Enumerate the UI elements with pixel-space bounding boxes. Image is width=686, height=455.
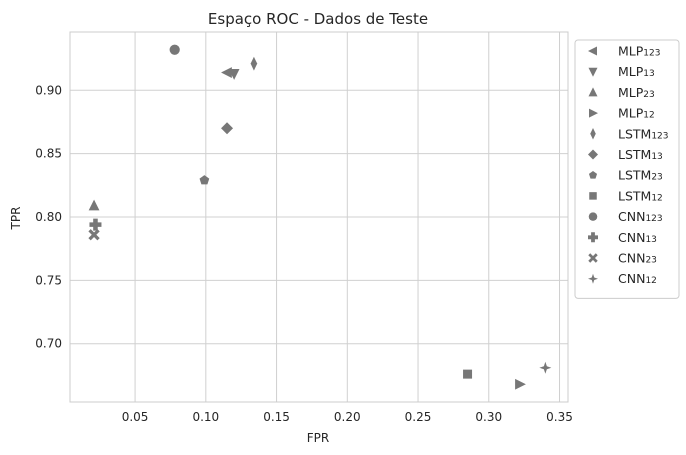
- point-cnn-23: [88, 229, 100, 241]
- legend-marker-mlp-12: [589, 108, 598, 118]
- x-tick-label: 0.25: [405, 410, 432, 424]
- point-mlp-13: [228, 69, 240, 80]
- legend-label-mlp-12: MLP12: [618, 106, 655, 121]
- legend-label-mlp-13: MLP13: [618, 64, 655, 79]
- x-axis-label: FPR: [307, 431, 329, 445]
- legend-marker-lstm-23: [588, 170, 598, 179]
- legend-label-cnn-23: CNN23: [618, 251, 657, 266]
- legend-label-cnn-123: CNN123: [618, 209, 663, 224]
- legend-marker-mlp-123: [588, 46, 597, 56]
- point-lstm-123: [250, 56, 258, 71]
- legend-label-lstm-23: LSTM23: [618, 168, 663, 183]
- y-tick-label: 0.85: [35, 147, 62, 161]
- legend-label-lstm-12: LSTM12: [618, 188, 663, 203]
- x-tick-label: 0.20: [334, 410, 361, 424]
- plot-area: 0.05 0.10 0.15 0.20 0.25 0.30 0.35 0.70 0.75 0.80…: [35, 31, 573, 424]
- point-cnn-13: [89, 218, 102, 231]
- legend-marker-lstm-13: [588, 149, 598, 160]
- legend-label-lstm-123: LSTM123: [618, 126, 669, 141]
- x-tick-label: 0.10: [192, 410, 219, 424]
- chart-title: Espaço ROC - Dados de Teste: [208, 10, 428, 28]
- x-tick-label: 0.05: [122, 410, 149, 424]
- point-mlp-23: [88, 199, 100, 211]
- legend-marker-mlp-23: [588, 87, 598, 97]
- point-lstm-23: [199, 175, 210, 185]
- y-tick-label: 0.70: [35, 337, 62, 351]
- legend-marker-cnn-13: [588, 232, 598, 243]
- legend-marker-cnn-12: [588, 273, 598, 284]
- y-axis-label: TPR: [9, 207, 23, 231]
- x-tick-label: 0.15: [263, 410, 290, 424]
- legend-label-mlp-123: MLP123: [618, 44, 660, 59]
- legend-label-lstm-13: LSTM13: [618, 147, 663, 162]
- legend-label-cnn-13: CNN13: [618, 230, 657, 245]
- legend-marker-cnn-23: [588, 253, 598, 263]
- y-tick-label: 0.75: [35, 273, 62, 287]
- y-tick-label: 0.90: [35, 83, 62, 97]
- x-tick-label: 0.35: [546, 410, 573, 424]
- legend-label-mlp-23: MLP23: [618, 85, 655, 100]
- legend-marker-cnn-123: [588, 212, 598, 221]
- plot-frame: [69, 31, 569, 403]
- legend-marker-mlp-13: [588, 67, 598, 77]
- legend-frame: [574, 39, 680, 299]
- y-tick-label: 0.80: [35, 210, 62, 224]
- x-tick-label: 0.30: [475, 410, 502, 424]
- point-cnn-12: [539, 361, 552, 374]
- point-cnn-123: [169, 44, 180, 55]
- legend: MLP123 MLP13 MLP23 MLP12 LSTM123 LSTM13 LSTM23…: [574, 39, 680, 299]
- legend-marker-lstm-123: [590, 128, 596, 140]
- point-lstm-12: [463, 369, 473, 379]
- point-lstm-13: [221, 122, 234, 135]
- legend-marker-lstm-12: [589, 192, 597, 200]
- legend-label-cnn-12: CNN12: [618, 271, 657, 286]
- point-mlp-12: [515, 378, 526, 390]
